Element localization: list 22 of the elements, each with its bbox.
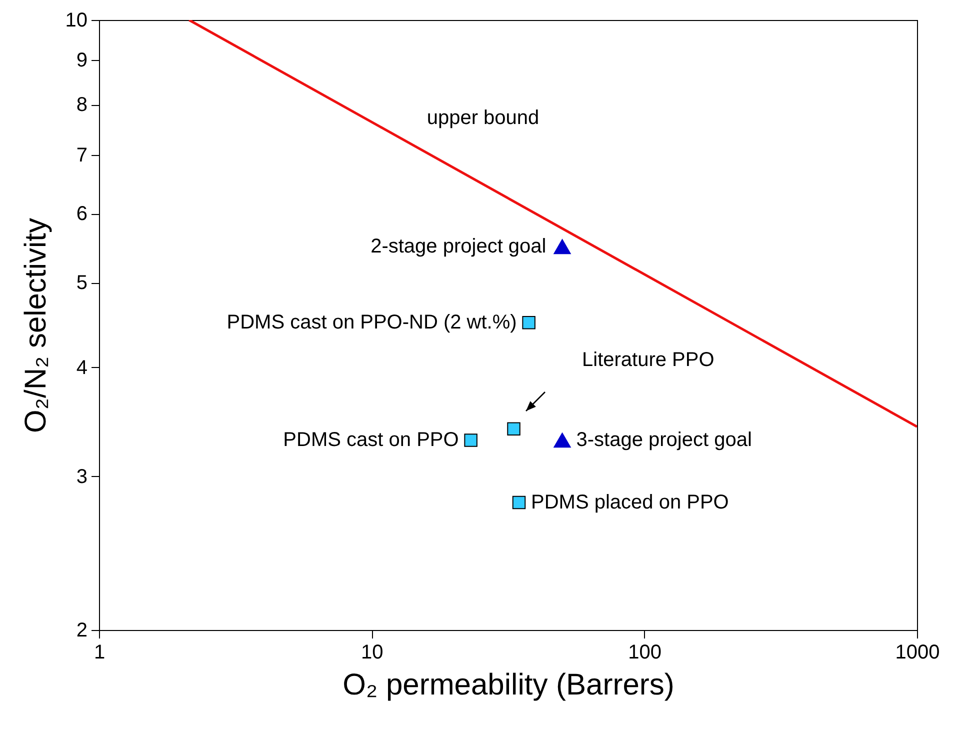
x-tick-label: 1000	[895, 642, 940, 664]
y-tick-label: 10	[65, 10, 88, 32]
y-tick-label: 7	[76, 144, 88, 167]
annotation: 3-stage project goal	[576, 429, 752, 452]
annotation: 2-stage project goal	[370, 236, 546, 258]
y-tick-label: 9	[76, 49, 88, 72]
x-tick-label: 100	[628, 642, 662, 664]
annotation: PDMS cast on PPO-ND (2 wt.%)	[226, 312, 517, 334]
x-tick-label: 1	[94, 642, 106, 664]
x-axis-title: O₂ permeability (Barrers)	[342, 668, 674, 702]
y-tick-label: 3	[76, 466, 88, 488]
y-tick-label: 8	[76, 94, 88, 116]
y-tick-label: 6	[76, 203, 88, 226]
annotation: upper bound	[426, 107, 540, 129]
x-tick-label: 10	[361, 642, 384, 664]
y-tick-label: 4	[76, 356, 88, 379]
y-axis-title: O₂/N₂ selectivity	[19, 218, 52, 433]
annotation: PDMS cast on PPO	[283, 429, 459, 452]
annotation: PDMS placed on PPO	[530, 491, 729, 514]
y-tick-label: 2	[76, 620, 88, 642]
y-tick-label: 5	[76, 272, 88, 294]
annotation: Literature PPO	[582, 349, 714, 371]
